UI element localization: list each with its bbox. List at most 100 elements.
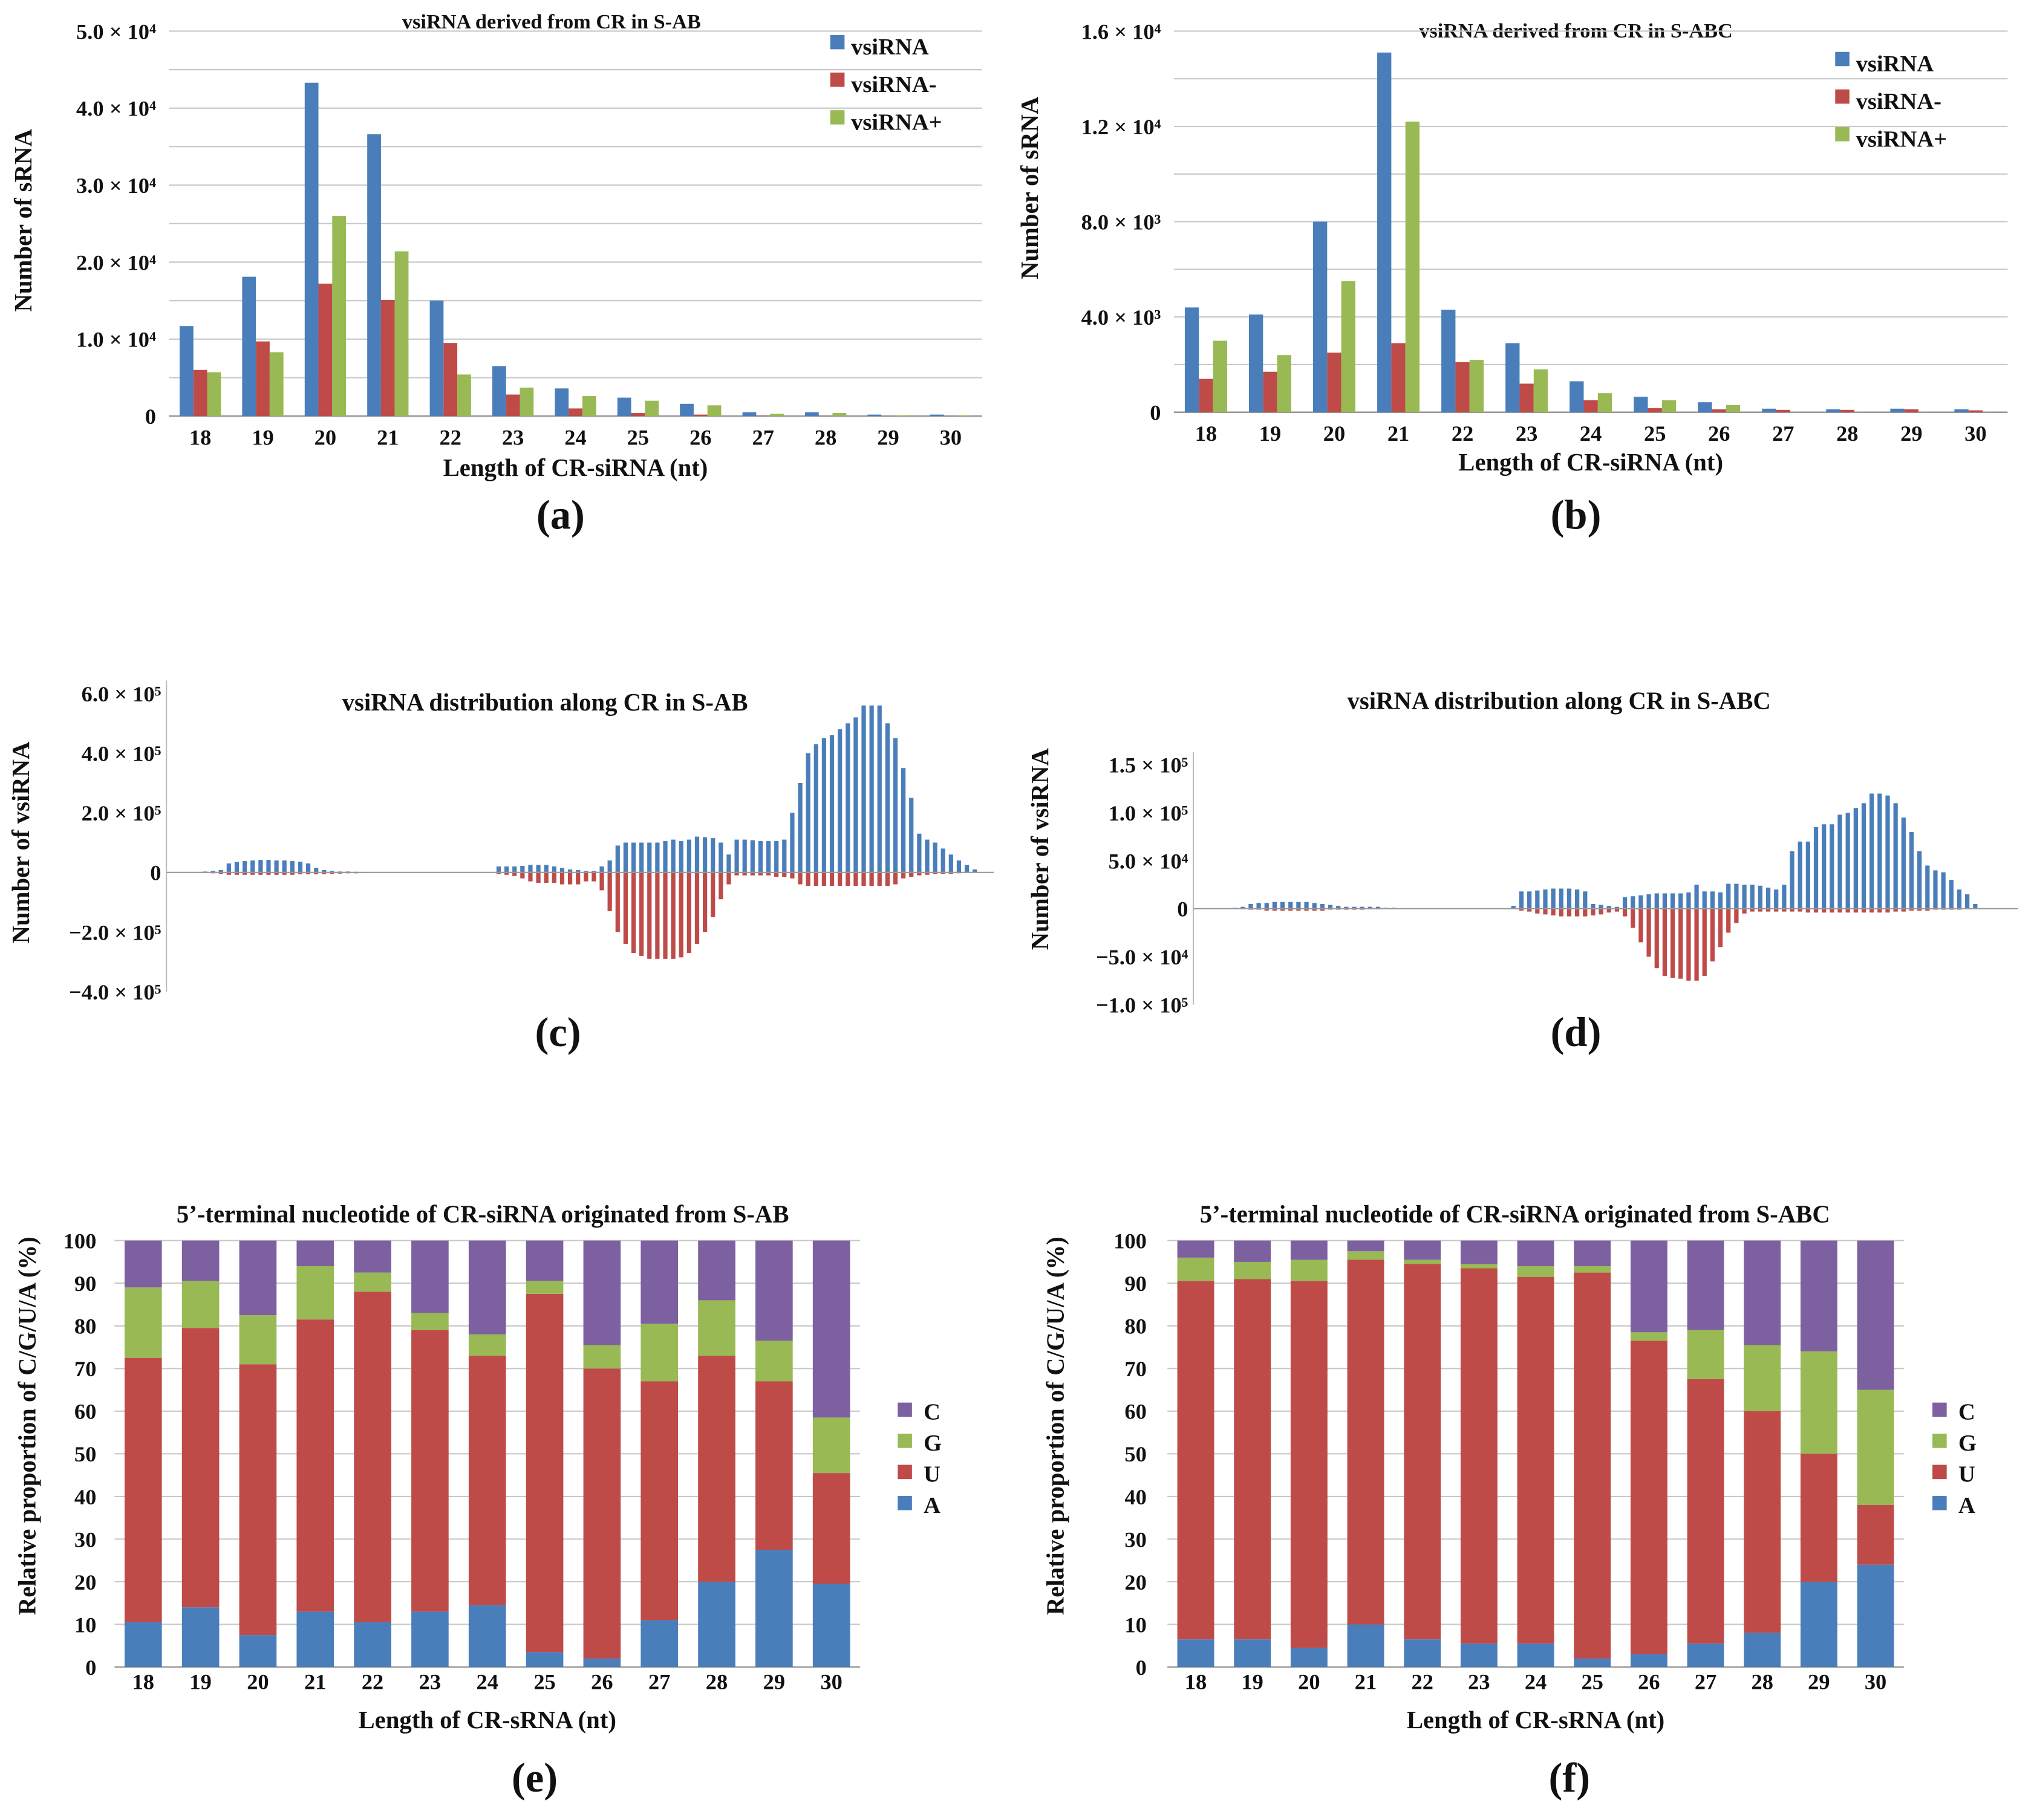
- y-tick-label: −1.0 × 10⁵: [1096, 993, 1188, 1017]
- stacked-segment-a: [641, 1620, 679, 1668]
- negative-strand-bar: [1853, 908, 1858, 913]
- x-tick-label: 27: [1772, 421, 1794, 446]
- negative-strand-bar: [679, 872, 683, 958]
- legend-swatch: [1835, 127, 1850, 141]
- panel-label: (a): [536, 492, 585, 538]
- stacked-segment-u: [1460, 1268, 1498, 1644]
- bar-vsirna: [1441, 310, 1456, 412]
- positive-strand-bar: [298, 862, 303, 873]
- negative-strand-bar: [496, 872, 501, 874]
- y-tick-label: 0: [1150, 401, 1161, 425]
- bar-vsirna-plus: [332, 216, 347, 417]
- negative-strand-bar: [1822, 908, 1827, 913]
- bar-vsirna: [1184, 307, 1199, 412]
- negative-strand-bar: [1280, 908, 1285, 911]
- chart-title: 5’-terminal nucleotide of CR-siRNA origi…: [177, 1201, 789, 1228]
- x-tick-label: 23: [1516, 421, 1537, 446]
- positive-strand-bar: [885, 723, 890, 873]
- y-tick-label: 70: [1124, 1357, 1146, 1381]
- bar-vsirna-minus: [506, 394, 520, 417]
- stacked-segment-g: [698, 1300, 735, 1356]
- positive-strand-bar: [948, 854, 953, 873]
- y-axis-label: Number of sRNA: [10, 129, 37, 312]
- y-tick-label: 0: [145, 405, 156, 429]
- negative-strand-bar: [790, 872, 795, 879]
- stacked-segment-c: [124, 1240, 162, 1288]
- chart-f-terminal-nucleotide-s-abc: 5’-terminal nucleotide of CR-siRNA origi…: [1042, 1201, 1977, 1801]
- x-tick-label: 25: [533, 1669, 555, 1694]
- stacked-segment-a: [1517, 1643, 1554, 1668]
- legend-label: vsiRNA-: [851, 72, 936, 97]
- negative-strand-bar: [885, 872, 890, 886]
- stacked-segment-a: [1177, 1639, 1214, 1668]
- bar-vsirna-minus: [443, 343, 458, 417]
- stacked-segment-a: [1800, 1581, 1837, 1668]
- negative-strand-bar: [869, 872, 874, 886]
- stacked-segment-g: [526, 1281, 564, 1294]
- bar-vsirna-plus: [457, 374, 471, 417]
- positive-strand-bar: [663, 841, 668, 873]
- negative-strand-bar: [1264, 908, 1269, 911]
- positive-strand-bar: [1750, 885, 1755, 909]
- negative-strand-bar: [1765, 908, 1771, 912]
- stacked-segment-u: [468, 1356, 506, 1605]
- y-tick-label: 4.0 × 10⁵: [82, 741, 161, 765]
- positive-strand-bar: [1256, 903, 1261, 909]
- x-tick-label: 28: [1836, 421, 1858, 446]
- stacked-segment-g: [1574, 1266, 1611, 1273]
- stacked-segment-g: [755, 1341, 793, 1382]
- negative-strand-bar: [1893, 908, 1898, 912]
- stacked-segment-c: [1800, 1240, 1837, 1352]
- negative-strand-bar: [742, 872, 747, 876]
- positive-strand-bar: [1654, 893, 1659, 909]
- x-tick-label: 29: [1900, 421, 1922, 446]
- negative-strand-bar: [940, 872, 945, 874]
- bar-vsirna: [804, 412, 819, 417]
- positive-strand-bar: [1360, 906, 1364, 909]
- positive-strand-bar: [1742, 885, 1747, 909]
- stacked-segment-a: [1347, 1624, 1384, 1668]
- y-tick-label: 0: [150, 861, 161, 885]
- x-tick-label: 27: [648, 1669, 670, 1694]
- negative-strand-bar: [314, 872, 319, 874]
- y-axis-label: Number of vsiRNA: [1026, 748, 1054, 951]
- negative-strand-bar: [1519, 908, 1524, 911]
- positive-strand-bar: [504, 866, 509, 873]
- y-tick-label: 5.0 × 10⁴: [1109, 849, 1188, 873]
- positive-strand-bar: [1702, 891, 1707, 909]
- negative-strand-bar: [1622, 908, 1628, 917]
- x-tick-label: 30: [1964, 421, 1986, 446]
- negative-strand-bar: [1734, 908, 1739, 923]
- positive-strand-bar: [322, 869, 327, 873]
- bar-vsirna: [1634, 397, 1648, 412]
- legend-label: U: [1958, 1461, 1975, 1487]
- positive-strand-bar: [290, 861, 295, 873]
- y-tick-label: 80: [1124, 1315, 1146, 1339]
- negative-strand-bar: [1614, 908, 1620, 912]
- negative-strand-bar: [1790, 908, 1794, 912]
- bar-vsirna-minus: [1648, 408, 1662, 412]
- legend-label: C: [924, 1400, 940, 1425]
- y-axis-label: Relative proportion of C/G/U/A (%): [1042, 1237, 1069, 1615]
- negative-strand-bar: [782, 872, 787, 877]
- stacked-segment-u: [1234, 1279, 1271, 1640]
- positive-strand-bar: [821, 738, 827, 873]
- positive-strand-bar: [1949, 880, 1954, 909]
- bar-vsirna-minus: [1391, 343, 1406, 412]
- positive-strand-bar: [1957, 889, 1962, 909]
- chart-title: vsiRNA derived from CR in S-AB: [402, 10, 701, 33]
- y-tick-label: 40: [1124, 1485, 1146, 1509]
- positive-strand-bar: [917, 833, 922, 873]
- negative-strand-bar: [893, 872, 898, 885]
- negative-strand-bar: [258, 872, 263, 875]
- bar-vsirna-plus: [707, 405, 722, 417]
- positive-strand-bar: [1790, 851, 1794, 909]
- positive-strand-bar: [258, 860, 263, 873]
- chart-d-distribution-along-cr-s-abc: vsiRNA distribution along CR in S-ABC Num…: [1026, 687, 2018, 1055]
- positive-strand-bar: [1591, 903, 1596, 909]
- negative-strand-bar: [694, 872, 700, 944]
- x-tick-label: 21: [1387, 421, 1409, 446]
- y-tick-label: 1.5 × 10⁵: [1109, 753, 1188, 778]
- x-tick-label: 21: [304, 1669, 326, 1694]
